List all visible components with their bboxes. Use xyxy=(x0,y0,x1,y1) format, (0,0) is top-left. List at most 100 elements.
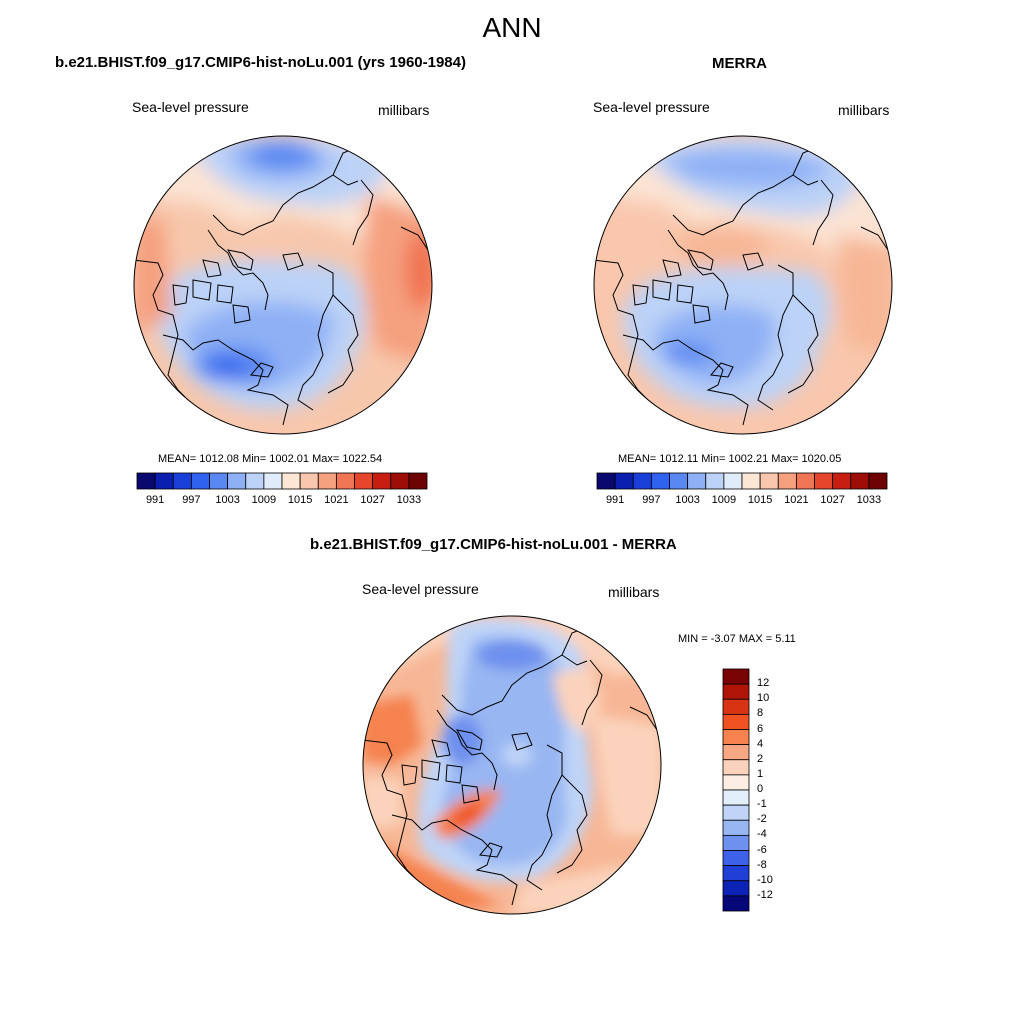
colorbar-swatch xyxy=(722,683,750,700)
colorbar-swatch xyxy=(741,472,761,490)
colorbar-swatch xyxy=(850,472,870,490)
pressure-field xyxy=(663,149,833,187)
colorbar-tick-label: -2 xyxy=(757,813,767,826)
colorbar-swatch xyxy=(722,729,750,746)
pressure-field xyxy=(210,359,246,375)
colorbar-tick-label: -1 xyxy=(757,798,767,811)
colorbar-swatch xyxy=(722,804,750,821)
panel-1-stats: MEAN= 1012.08 Min= 1002.01 Max= 1022.54 xyxy=(158,453,383,465)
panel-1-variable: Sea-level pressure xyxy=(132,99,249,115)
colorbar-swatch xyxy=(245,472,265,490)
pressure-field xyxy=(662,343,714,363)
colorbar-swatch xyxy=(722,895,750,912)
colorbar-swatch xyxy=(408,472,428,490)
panel-3-title: b.e21.BHIST.f09_g17.CMIP6-hist-noLu.001 … xyxy=(310,536,677,553)
colorbar-swatch xyxy=(650,472,670,490)
colorbar-tick-label: 1021 xyxy=(784,494,809,506)
map-difference xyxy=(362,615,662,915)
colorbar-tick-label: 1003 xyxy=(675,494,700,506)
colorbar-swatch xyxy=(209,472,229,490)
colorbar-swatch xyxy=(687,472,707,490)
difference-field xyxy=(363,695,422,765)
panel-3-stats: MIN = -3.07 MAX = 5.11 xyxy=(678,633,796,645)
colorbar-swatch xyxy=(722,744,750,761)
colorbar-tick-label: 1 xyxy=(757,767,764,780)
colorbar-swatch xyxy=(190,472,210,490)
colorbar-swatch xyxy=(722,698,750,715)
colorbar-swatch xyxy=(632,472,652,490)
colorbar-swatch xyxy=(722,850,750,867)
colorbar-tick-label: 10 xyxy=(757,692,770,705)
panel-2-stats: MEAN= 1012.11 Min= 1002.21 Max= 1020.05 xyxy=(618,453,842,465)
colorbar-tick-label: 4 xyxy=(757,737,764,750)
colorbar-model xyxy=(136,472,428,490)
colorbar-swatch xyxy=(722,713,750,730)
colorbar-swatch xyxy=(722,834,750,851)
difference-field xyxy=(552,665,602,735)
colorbar-tick-label: 1003 xyxy=(215,494,240,506)
colorbar-tick-label: 2 xyxy=(757,752,764,765)
difference-field xyxy=(450,803,484,827)
colorbar-swatch xyxy=(868,472,888,490)
colorbar-swatch xyxy=(832,472,852,490)
panel-3-variable: Sea-level pressure xyxy=(362,581,479,597)
pressure-field xyxy=(836,235,892,355)
colorbar-tick-label: -10 xyxy=(757,873,773,886)
colorbar-tick-label: 997 xyxy=(642,494,661,506)
map-merra xyxy=(593,135,893,435)
coastlines xyxy=(594,146,889,426)
colorbar-tick-label: -4 xyxy=(757,828,767,841)
pressure-field xyxy=(243,229,293,257)
colorbar-tick-label: 1027 xyxy=(360,494,385,506)
colorbar-tick-label: 1033 xyxy=(856,494,882,506)
coastlines xyxy=(363,626,658,906)
colorbar-swatch xyxy=(722,880,750,897)
map-border xyxy=(362,615,662,915)
map-model xyxy=(133,135,433,435)
colorbar-tick-label: 1015 xyxy=(747,494,773,506)
panel-2-variable: Sea-level pressure xyxy=(593,99,710,115)
colorbar-tick-label: -6 xyxy=(757,843,767,856)
colorbar-difference xyxy=(722,668,750,912)
pressure-field xyxy=(653,305,775,385)
colorbar-swatch xyxy=(705,472,725,490)
colorbar-swatch xyxy=(263,472,283,490)
colorbar-swatch xyxy=(722,819,750,836)
difference-field xyxy=(592,715,661,835)
colorbar-tick-label: 0 xyxy=(757,783,764,795)
colorbar-swatch xyxy=(390,472,410,490)
colorbar-merra xyxy=(596,472,888,490)
difference-field xyxy=(442,715,482,765)
colorbar-swatch xyxy=(722,774,750,791)
colorbar-swatch xyxy=(722,759,750,776)
panel-1-title: b.e21.BHIST.f09_g17.CMIP6-hist-noLu.001 … xyxy=(55,54,466,71)
colorbar-swatch xyxy=(596,472,616,490)
colorbar-tick-label: 1033 xyxy=(396,494,422,506)
colorbar-swatch xyxy=(136,472,156,490)
colorbar-swatch xyxy=(722,865,750,882)
colorbar-swatch xyxy=(372,472,392,490)
panel-3-units: millibars xyxy=(608,584,660,600)
colorbar-tick-label: 991 xyxy=(145,494,165,506)
map-border xyxy=(593,135,893,435)
colorbar-swatch xyxy=(281,472,301,490)
panel-2-title: MERRA xyxy=(712,55,767,72)
colorbar-tick-label: 997 xyxy=(182,494,201,506)
map-border xyxy=(133,135,433,435)
colorbar-tick-label: -12 xyxy=(757,888,773,901)
colorbar-swatch xyxy=(669,472,689,490)
main-title: ANN xyxy=(482,12,542,43)
colorbar-tick-label: 1021 xyxy=(324,494,349,506)
colorbar-swatch xyxy=(722,789,750,806)
difference-field xyxy=(502,743,532,767)
colorbar-swatch xyxy=(722,668,750,685)
colorbar-tick-label: 991 xyxy=(605,494,625,506)
colorbar-tick-label: 1027 xyxy=(820,494,845,506)
colorbar-swatch xyxy=(614,472,634,490)
colorbar-swatch xyxy=(814,472,834,490)
pressure-field xyxy=(251,141,315,169)
colorbar-tick-label: 1015 xyxy=(287,494,313,506)
colorbar-swatch xyxy=(335,472,355,490)
colorbar-swatch xyxy=(227,472,247,490)
colorbar-swatch xyxy=(795,472,815,490)
